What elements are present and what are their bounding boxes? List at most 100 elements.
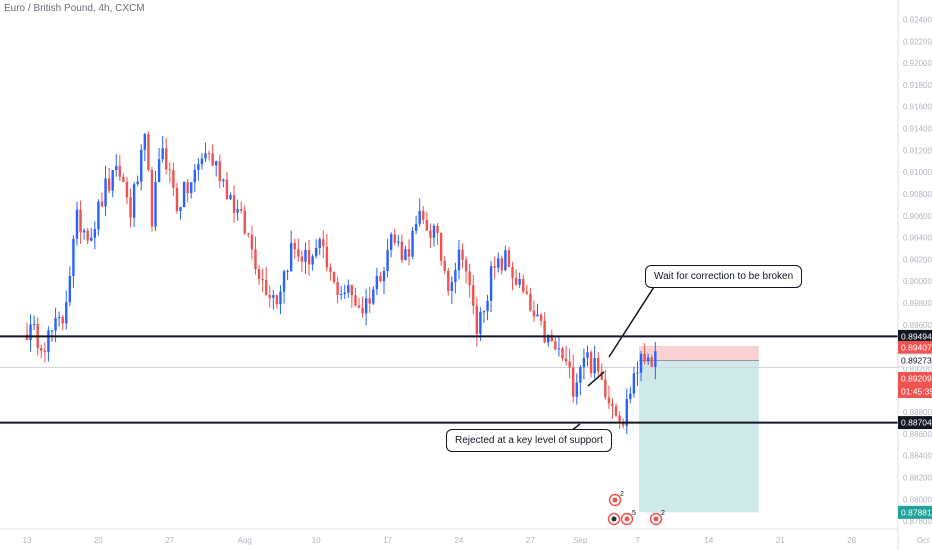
correction-trend-line[interactable] [587, 371, 605, 387]
candle-body [293, 242, 296, 250]
candle-body [511, 266, 514, 278]
correction-callout[interactable]: Wait for correction to be broken [645, 265, 803, 288]
time-axis-tick-label: Aug [238, 536, 252, 545]
time-axis-tick-label: 20 [94, 536, 103, 545]
candle-body [529, 293, 532, 311]
target-price-badge[interactable] [898, 505, 932, 519]
candle-body [325, 246, 329, 268]
time-axis-tick-label: 17 [383, 536, 392, 545]
candle-body [243, 210, 246, 234]
candle-body [557, 348, 561, 350]
candle-body [443, 260, 446, 271]
candle-body [497, 258, 500, 268]
stop-price-badge[interactable] [898, 340, 932, 354]
candle-body [536, 314, 539, 317]
candle-body [582, 357, 586, 368]
candle-body [72, 238, 75, 276]
price-axis-tick-label: 0.91400 [903, 125, 932, 134]
price-axis-tick-label: 0.89600 [903, 321, 932, 330]
candle-body [425, 219, 429, 231]
candle-body [393, 234, 396, 243]
candle-body [115, 165, 118, 171]
resistance-price-badge[interactable] [898, 329, 932, 343]
candle-body [407, 249, 411, 257]
candle-body [168, 169, 171, 171]
price-axis-tick-label: 0.90400 [903, 234, 932, 243]
candle-body [332, 272, 336, 283]
candle-body [222, 179, 225, 182]
candle-body [186, 182, 189, 194]
candle-body [118, 165, 122, 177]
candle-body [82, 230, 86, 233]
price-axis-tick-label: 0.90200 [903, 255, 932, 264]
candle-body [165, 148, 168, 170]
event-marker-dot [624, 516, 630, 522]
candle-body [514, 277, 518, 285]
candle-body [532, 310, 536, 317]
candle-body [161, 148, 164, 160]
candle-body [447, 270, 450, 291]
candle-body [157, 159, 161, 182]
candle-body [65, 302, 68, 324]
stop-loss-zone[interactable] [639, 345, 759, 361]
candle-body [289, 242, 293, 271]
candle-body [40, 347, 43, 351]
candle-body [54, 318, 57, 331]
candle-body [136, 181, 139, 185]
profit-target-zone[interactable] [639, 360, 759, 513]
stop-price-badge-label: 0.89407 [901, 342, 932, 352]
candle-body [379, 275, 382, 282]
price-axis-tick-label: 0.90600 [903, 212, 932, 221]
support-callout[interactable]: Rejected at a key level of support [446, 429, 612, 452]
candle-body [457, 249, 461, 271]
candle-body [347, 285, 350, 293]
candle-body [418, 210, 421, 224]
candle-body [140, 149, 143, 182]
candle-body [621, 422, 625, 426]
candle-body [382, 270, 386, 282]
candle-body [611, 403, 614, 407]
candle-body [314, 247, 318, 257]
candle-body [493, 266, 496, 268]
candle-body [29, 324, 32, 340]
price-axis-tick-label: 0.88200 [903, 474, 932, 483]
event-count-label: 2 [620, 491, 624, 498]
candle-body [554, 341, 557, 350]
candle-body [50, 330, 54, 332]
price-axis-tick-label: 0.91800 [903, 81, 932, 90]
last-price-badge[interactable] [898, 372, 932, 385]
entry-price-badge-label: 0.89273 [901, 356, 932, 366]
bar-countdown-badge[interactable] [898, 385, 932, 398]
candle-body [250, 234, 254, 250]
entry-price-badge[interactable] [898, 354, 932, 368]
candle-body [507, 250, 511, 267]
candle-body [561, 348, 564, 359]
event-marker-dot [653, 516, 659, 522]
time-axis-tick-label: 14 [704, 536, 713, 545]
candle-body [197, 164, 200, 170]
candle-body [193, 169, 196, 183]
candle-body [279, 291, 282, 305]
candle-body [311, 256, 314, 265]
price-axis-tick-label: 0.90000 [903, 277, 932, 286]
candle-body [586, 352, 589, 358]
candle-body [240, 209, 243, 211]
candle-body [57, 316, 61, 319]
price-axis-tick-label: 0.87800 [903, 517, 932, 526]
resistance-price-badge-label: 0.89494 [901, 331, 932, 341]
candle-body [225, 179, 229, 200]
candle-body [475, 305, 479, 335]
candle-body [422, 210, 425, 220]
candle-body [643, 353, 646, 362]
price-axis-tick-label: 0.89200 [903, 364, 932, 373]
candle-body [489, 266, 493, 301]
price-axis-tick-label: 0.91200 [903, 146, 932, 155]
candle-body [579, 367, 582, 383]
candle-body [464, 259, 468, 272]
candle-body [372, 289, 375, 304]
time-axis-tick-label: 10 [312, 536, 321, 545]
price-axis-tick-label: 0.89800 [903, 299, 932, 308]
support-price-badge[interactable] [898, 416, 932, 430]
candle-body [607, 397, 611, 404]
